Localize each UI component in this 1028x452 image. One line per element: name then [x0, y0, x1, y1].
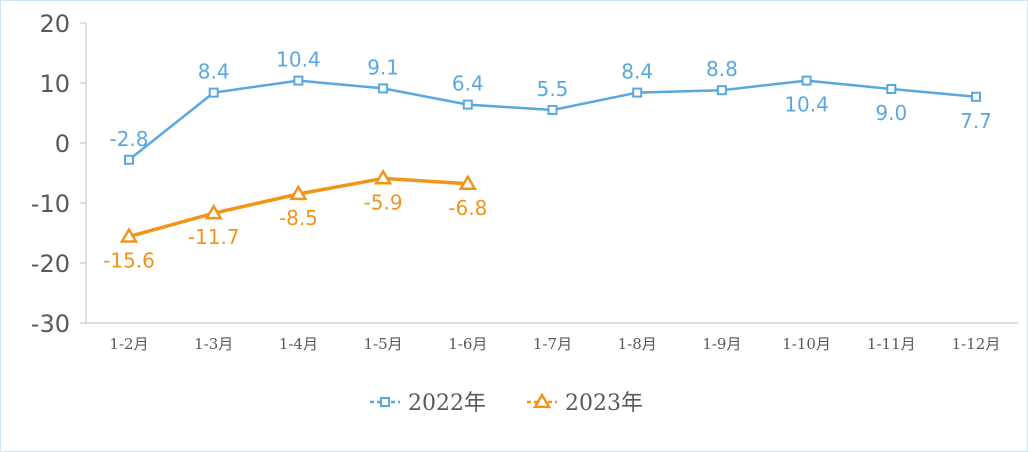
legend-item: 2022年 [370, 391, 486, 416]
data-point [289, 184, 308, 201]
y-tick-label: -20 [31, 250, 70, 278]
x-tick-labels: 1-2月 1-3月 1-4月 1-5月 1-6月 1-7月 1-8月 1-9月 1-10月 1-1… [109, 335, 1000, 353]
y-tick-label: 0 [55, 130, 70, 158]
data-point [716, 85, 727, 96]
data-point [886, 84, 897, 94]
data-label: -11.7 [188, 225, 240, 249]
data-label: 6.4 [452, 72, 484, 96]
data-point [373, 168, 393, 185]
legend-item: 2023年 [527, 391, 643, 416]
data-point [378, 83, 389, 94]
data-label: 8.4 [621, 60, 653, 84]
data-point [462, 99, 473, 110]
data-point [124, 154, 134, 165]
data-label: 7.7 [960, 109, 992, 133]
axes [85, 23, 1018, 324]
data-point [208, 87, 219, 98]
legend-label: 2023年 [565, 391, 643, 416]
x-tick-label: 1-6月 [448, 335, 487, 353]
y-tick-label: 10 [39, 70, 70, 98]
data-point [971, 91, 981, 102]
y-tick-label: -10 [31, 190, 70, 218]
data-label: 9.0 [875, 101, 907, 125]
data-label: 8.8 [706, 57, 738, 81]
data-point [801, 75, 812, 86]
data-point [632, 87, 643, 98]
data-label: -5.9 [364, 190, 403, 214]
legend-marker [380, 397, 390, 407]
x-tick-label: 1-9月 [702, 335, 741, 353]
data-label: -2.8 [109, 127, 148, 151]
x-tick-label: 1-2月 [109, 335, 148, 353]
legend-marker [532, 392, 552, 409]
series-group: -2.8 8.4 10.4 9.1 6.4 5.5 8.4 8.8 10.4 9.0 7.7 -15.… [103, 48, 992, 273]
x-tick-label: 1-11月 [867, 335, 916, 353]
x-tick-label: 1-5月 [364, 335, 403, 353]
y-tick-label: -30 [31, 310, 70, 338]
data-point [119, 227, 139, 243]
data-label: 10.4 [276, 48, 321, 72]
y-tick-label: 20 [39, 10, 70, 38]
x-tick-label: 1-7月 [533, 335, 572, 353]
x-tick-label: 1-4月 [279, 335, 318, 353]
data-label: 9.1 [367, 55, 399, 79]
data-point [458, 174, 477, 190]
data-point [204, 203, 223, 220]
x-tick-label: 1-3月 [194, 335, 233, 353]
legend-label: 2022年 [408, 391, 486, 416]
data-label: -6.8 [448, 196, 487, 220]
x-tick-label: 1-8月 [618, 335, 657, 353]
data-label: -15.6 [103, 249, 155, 273]
legend: 2022年 2023年 [370, 391, 643, 416]
data-label: 8.4 [198, 60, 230, 84]
data-label: 5.5 [537, 77, 569, 101]
series-2: -15.6 -11.7 -8.5 -5.9 -6.8 [103, 168, 487, 273]
x-tick-label: 1-12月 [952, 335, 1001, 353]
series-1: -2.8 8.4 10.4 9.1 6.4 5.5 8.4 8.8 10.4 9.0 7.7 [109, 48, 992, 165]
data-point [293, 75, 304, 86]
data-label: -8.5 [279, 206, 318, 230]
data-label: 10.4 [784, 93, 829, 117]
data-point [547, 105, 558, 115]
y-tick-labels: 20 10 0 -10 -20 -30 [31, 10, 86, 338]
x-tick-label: 1-10月 [782, 335, 831, 353]
